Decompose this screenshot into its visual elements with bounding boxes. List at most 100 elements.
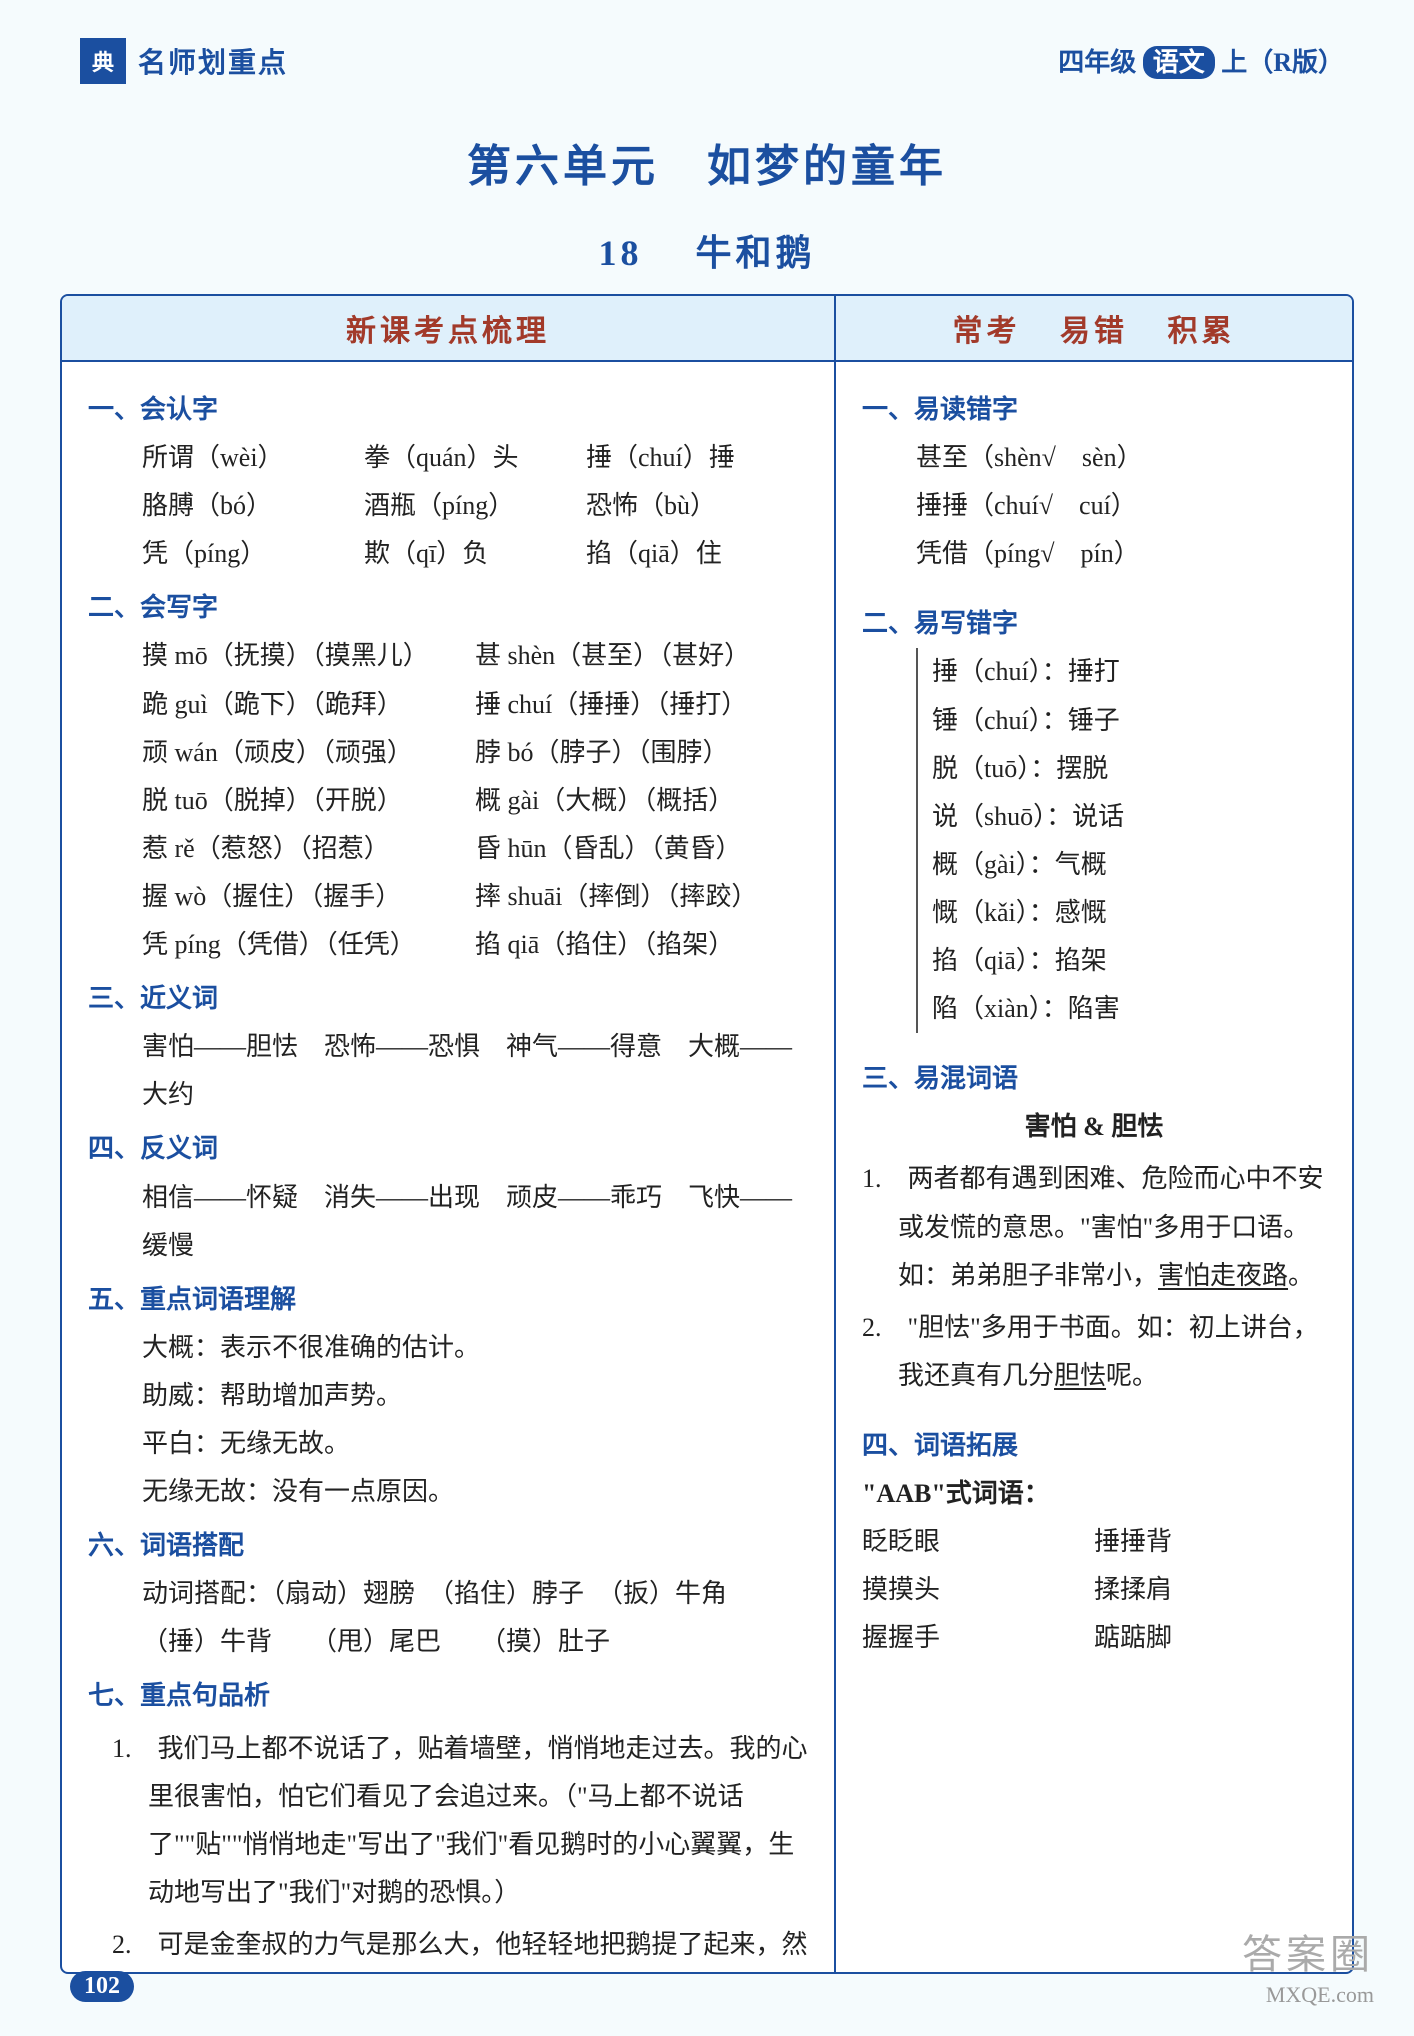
r3-item-1: 1. 两者都有遇到困难、危险而心中不安或发慌的意思。"害怕"多用于口语。如：弟弟…	[862, 1155, 1326, 1299]
hdr-c: 积累	[1168, 315, 1236, 348]
cell: 捶 chuí（捶捶）（捶打）	[475, 681, 808, 729]
r2-group: 概（gài）：气概 慨（kǎi）：感慨	[916, 841, 1326, 937]
cell: 脖 bó（脖子）（围脖）	[475, 729, 808, 777]
aab-row: 摸摸头揉揉肩	[862, 1566, 1326, 1614]
subject-pill: 语文	[1143, 46, 1215, 79]
cell: 握 wò（握住）（握手）	[142, 873, 475, 921]
s2-row: 脱 tuō（脱掉）（开脱）概 gài（大概）（概括）	[88, 777, 808, 825]
aab-row: 握握手踮踮脚	[862, 1614, 1326, 1662]
cell: 跪 guì（跪下）（跪拜）	[142, 681, 475, 729]
sec-1-title: 一、会认字	[88, 386, 808, 434]
r1-line: 捶捶（chuí√ cuí）	[862, 482, 1326, 530]
r3-i2-underline: 胆怯	[1054, 1361, 1106, 1390]
s2-row: 摸 mō（抚摸）（摸黑儿）甚 shèn（甚至）（甚好）	[88, 632, 808, 680]
s5-line: 助威：帮助增加声势。	[88, 1372, 808, 1420]
r2-group: 捶（chuí）：捶打 锤（chuí）：锤子	[916, 648, 1326, 744]
r2-line: 说（shuō）：说话	[932, 793, 1326, 841]
r-sec-2-title: 二、易写错字	[862, 600, 1326, 648]
lesson-name: 牛和鹅	[696, 233, 816, 273]
sec-2-title: 二、会写字	[88, 584, 808, 632]
sec-5-title: 五、重点词语理解	[88, 1276, 808, 1324]
hdr-b: 易错	[1060, 315, 1128, 348]
s3-line: 害怕——胆怯 恐怖——恐惧 神气——得意 大概——大约	[88, 1023, 808, 1119]
s2-row: 握 wò（握住）（握手）摔 shuāi（摔倒）（摔跤）	[88, 873, 808, 921]
cell: 甚 shèn（甚至）（甚好）	[475, 632, 808, 680]
sec-4-title: 四、反义词	[88, 1125, 808, 1173]
watermark: 答案圈 MXQE.com	[1242, 1929, 1374, 2010]
r2-line: 锤（chuí）：锤子	[932, 697, 1326, 745]
r2-line: 捶（chuí）：捶打	[932, 648, 1326, 696]
logo-icon: 典	[80, 38, 126, 84]
s4-line: 相信——怀疑 消失——出现 顽皮——乖巧 飞快——缓慢	[88, 1174, 808, 1270]
aab-row: 眨眨眼捶捶背	[862, 1518, 1326, 1566]
r3-item-2: 2. "胆怯"多用于书面。如：初上讲台，我还真有几分胆怯呢。	[862, 1304, 1326, 1400]
cell: 顽 wán（顽皮）（顽强）	[142, 729, 475, 777]
cell: 摸 mō（抚摸）（摸黑儿）	[142, 632, 475, 680]
cell: 凭（píng）	[142, 530, 364, 578]
cell: 恐怖（bù）	[586, 482, 808, 530]
s1-row: 胳膊（bó） 酒瓶（píng） 恐怖（bù）	[88, 482, 808, 530]
r3-pair: 害怕 & 胆怯	[862, 1103, 1326, 1151]
page-number: 102	[70, 1971, 134, 2002]
s5-line: 平白：无缘无故。	[88, 1420, 808, 1468]
left-column-body: 一、会认字 所谓（wèi） 拳（quán）头 捶（chuí）捶 胳膊（bó） 酒…	[62, 362, 834, 1972]
r3-i1-c: 。	[1288, 1261, 1314, 1290]
cell: 掐（qiā）住	[586, 530, 808, 578]
aab: 揉揉肩	[1094, 1566, 1326, 1614]
s5-line: 无缘无故：没有一点原因。	[88, 1468, 808, 1516]
r2-group: 掐（qiā）：掐架 陷（xiàn）：陷害	[916, 937, 1326, 1033]
brand-block: 典 名师划重点	[80, 38, 288, 84]
cell: 昏 hūn（昏乱）（黄昏）	[475, 825, 808, 873]
s7-item-1: 1. 我们马上都不说话了，贴着墙壁，悄悄地走过去。我的心里很害怕，怕它们看见了会…	[88, 1725, 808, 1917]
cell: 概 gài（大概）（概括）	[475, 777, 808, 825]
page-header: 典 名师划重点 四年级 语文 上（R版）	[0, 0, 1414, 120]
s2-row: 跪 guì（跪下）（跪拜）捶 chuí（捶捶）（捶打）	[88, 681, 808, 729]
right-column-header: 常考 易错 积累	[836, 296, 1352, 362]
left-column: 新课考点梳理 一、会认字 所谓（wèi） 拳（quán）头 捶（chuí）捶 胳…	[62, 296, 836, 1972]
r1-line: 凭借（píng√ pín）	[862, 530, 1326, 578]
r2-line: 脱（tuō）：摆脱	[932, 745, 1326, 793]
aab: 摸摸头	[862, 1566, 1094, 1614]
grade-prefix: 四年级	[1058, 48, 1136, 77]
grade-suffix: 上（R版）	[1221, 48, 1344, 77]
cell: 拳（quán）头	[364, 434, 586, 482]
watermark-url: MXQE.com	[1242, 1981, 1374, 2010]
cell: 惹 rě（惹怒）（招惹）	[142, 825, 475, 873]
sec-6-title: 六、词语搭配	[88, 1522, 808, 1570]
aab: 捶捶背	[1094, 1518, 1326, 1566]
r-sec-3-title: 三、易混词语	[862, 1055, 1326, 1103]
r3-i2-c: 呢。	[1106, 1361, 1158, 1390]
s5-line: 大概：表示不很准确的估计。	[88, 1324, 808, 1372]
sec-7-title: 七、重点句品析	[88, 1672, 808, 1720]
s7-item-2: 2. 可是金奎叔的力气是那么大，他轻轻地把鹅提了起来，然后就像摔一个酒瓶似的，呼…	[88, 1921, 808, 1972]
r-sec-1-title: 一、易读错字	[862, 386, 1326, 434]
s1-row: 所谓（wèi） 拳（quán）头 捶（chuí）捶	[88, 434, 808, 482]
left-column-header: 新课考点梳理	[62, 296, 834, 362]
s6-line: （捶）牛背 （甩）尾巴 （摸）肚子	[88, 1618, 808, 1666]
cell: 欺（qī）负	[364, 530, 586, 578]
cell: 所谓（wèi）	[142, 434, 364, 482]
r3-i1-underline: 害怕走夜路	[1158, 1261, 1288, 1290]
r-sec-4-title: 四、词语拓展	[862, 1422, 1326, 1470]
right-column: 常考 易错 积累 一、易读错字 甚至（shèn√ sèn） 捶捶（chuí√ c…	[836, 296, 1352, 1972]
hdr-a: 常考	[953, 315, 1021, 348]
cell: 凭 píng（凭借）（任凭）	[142, 921, 475, 969]
cell: 酒瓶（píng）	[364, 482, 586, 530]
aab: 踮踮脚	[1094, 1614, 1326, 1662]
r2-line: 慨（kǎi）：感慨	[932, 889, 1326, 937]
s2-row: 凭 píng（凭借）（任凭）掐 qiā（掐住）（掐架）	[88, 921, 808, 969]
r4-sub: "AAB"式词语：	[862, 1470, 1326, 1518]
watermark-big: 答案圈	[1242, 1929, 1374, 1981]
aab: 握握手	[862, 1614, 1094, 1662]
r2-group: 脱（tuō）：摆脱 说（shuō）：说话	[916, 745, 1326, 841]
cell: 摔 shuāi（摔倒）（摔跤）	[475, 873, 808, 921]
r2-line: 陷（xiàn）：陷害	[932, 985, 1326, 1033]
s2-row: 顽 wán（顽皮）（顽强）脖 bó（脖子）（围脖）	[88, 729, 808, 777]
lesson-title: 18 牛和鹅	[0, 224, 1414, 276]
r2-line: 概（gài）：气概	[932, 841, 1326, 889]
r2-line: 掐（qiā）：掐架	[932, 937, 1326, 985]
sec-3-title: 三、近义词	[88, 975, 808, 1023]
s2-row: 惹 rě（惹怒）（招惹）昏 hūn（昏乱）（黄昏）	[88, 825, 808, 873]
cell: 捶（chuí）捶	[586, 434, 808, 482]
brand-text: 名师划重点	[138, 41, 288, 81]
